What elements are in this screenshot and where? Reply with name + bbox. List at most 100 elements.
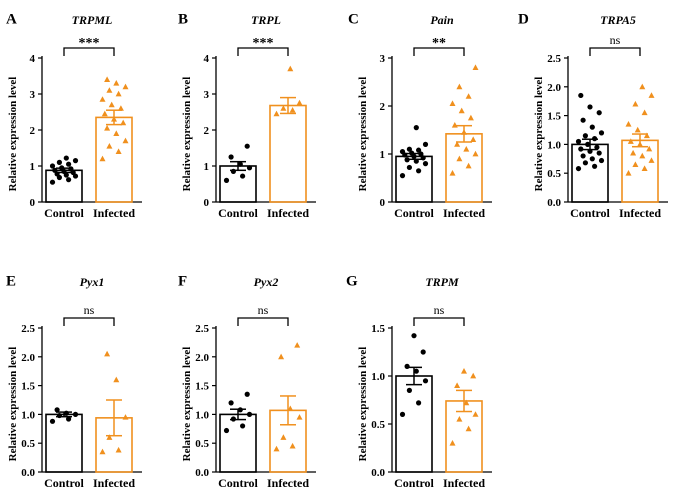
- infected-point: [627, 138, 634, 144]
- panel-letter: G: [346, 274, 358, 290]
- x-tick-label: Control: [44, 476, 84, 490]
- infected-point: [104, 125, 111, 131]
- infected-point: [106, 434, 113, 440]
- infected-point: [122, 137, 129, 144]
- panel-letter: C: [348, 12, 359, 28]
- x-tick-label: Infected: [93, 476, 135, 490]
- control-point: [582, 133, 589, 139]
- panel-B: B TRPL Relative expression level 0 1 2 3 4 Contr…: [178, 12, 316, 220]
- control-bar: [395, 375, 433, 473]
- infected-point: [461, 368, 467, 374]
- infected-point: [648, 157, 655, 163]
- control-point: [406, 146, 412, 152]
- control-point: [596, 110, 602, 116]
- control-point: [49, 179, 56, 185]
- control-point: [422, 378, 429, 384]
- control-point: [72, 411, 79, 417]
- y-tick-label: 2: [204, 125, 210, 137]
- y-axis-label: Relative expression level: [181, 347, 193, 462]
- x-tick-label: Infected: [267, 476, 309, 490]
- infected-point: [456, 155, 463, 162]
- chart-title: TRPL: [251, 13, 281, 27]
- control-point: [246, 411, 253, 417]
- infected-point: [273, 110, 280, 117]
- infected-point: [625, 121, 632, 127]
- significance-label: ***: [79, 36, 100, 51]
- infected-point: [104, 76, 111, 82]
- control-point: [420, 155, 426, 161]
- significance-bracket: [413, 317, 465, 326]
- control-point: [585, 141, 591, 147]
- infected-point: [648, 92, 655, 98]
- infected-point: [278, 353, 285, 360]
- infected-point: [294, 342, 301, 348]
- infected-point: [461, 129, 467, 135]
- control-point: [422, 141, 429, 147]
- y-tick-label: 2.0: [21, 352, 35, 364]
- significance-label: **: [432, 36, 446, 51]
- y-tick-label: 4: [30, 53, 36, 65]
- infected-point: [465, 162, 472, 169]
- panel-letter: F: [178, 274, 187, 290]
- control-point: [399, 149, 406, 155]
- significance-bracket: [237, 47, 289, 56]
- infected-point: [463, 146, 470, 152]
- infected-point: [273, 445, 280, 452]
- infected-point: [113, 80, 120, 86]
- x-tick-label: Control: [44, 206, 84, 220]
- control-point: [420, 349, 426, 355]
- y-tick-label: 2: [30, 125, 36, 137]
- control-point: [580, 153, 586, 159]
- infected-point: [115, 446, 122, 453]
- control-point: [413, 368, 419, 374]
- infected-point: [120, 119, 127, 126]
- infected-point: [101, 110, 108, 117]
- y-axis-label: Relative expression level: [357, 347, 369, 462]
- control-point: [230, 416, 236, 422]
- control-point: [54, 407, 60, 413]
- infected-point: [449, 100, 456, 106]
- control-point: [592, 163, 598, 169]
- infected-point: [289, 107, 296, 113]
- control-point: [413, 158, 419, 164]
- y-tick-label: 0.5: [547, 168, 561, 180]
- y-tick-label: 0.0: [195, 467, 209, 479]
- control-point: [598, 130, 605, 136]
- control-point: [66, 177, 72, 183]
- y-tick-label: 1.5: [547, 111, 561, 123]
- control-point: [406, 387, 412, 393]
- control-point: [589, 156, 595, 162]
- infected-point: [280, 434, 287, 440]
- infected-point: [456, 83, 463, 90]
- infected-point: [630, 149, 637, 156]
- control-point: [244, 391, 250, 397]
- infected-point: [465, 425, 472, 432]
- infected-point: [646, 145, 653, 152]
- y-tick-label: 1: [380, 149, 386, 161]
- y-tick-label: 2: [380, 101, 386, 113]
- significance-bracket: [413, 47, 465, 56]
- control-point: [240, 423, 246, 429]
- x-tick-label: Infected: [267, 206, 309, 220]
- infected-point: [99, 448, 106, 455]
- significance-bracket: [589, 47, 641, 56]
- control-point: [594, 144, 600, 150]
- infected-point: [108, 101, 115, 108]
- infected-point: [451, 122, 458, 128]
- x-tick-label: Infected: [443, 476, 485, 490]
- infected-point: [106, 87, 113, 93]
- infected-point: [470, 372, 477, 379]
- y-tick-label: 1.5: [21, 381, 35, 393]
- y-tick-label: 0: [30, 197, 36, 209]
- y-tick-label: 0: [204, 197, 210, 209]
- infected-point: [280, 105, 287, 111]
- control-point: [72, 158, 79, 164]
- control-point: [578, 146, 584, 152]
- control-point: [582, 160, 589, 166]
- control-point: [580, 117, 586, 123]
- infected-point: [122, 414, 129, 420]
- infected-point: [111, 116, 117, 122]
